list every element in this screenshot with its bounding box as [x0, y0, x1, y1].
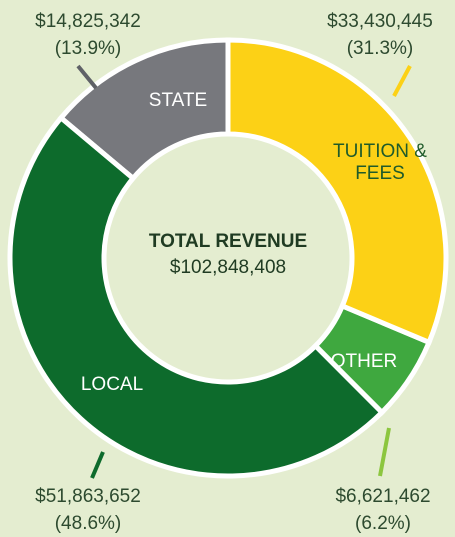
donut-segment — [225, 37, 449, 346]
leader-line — [76, 64, 98, 90]
percent-label: (31.3%) — [347, 38, 414, 59]
leader-line — [378, 427, 391, 477]
segment-label: LOCAL — [81, 374, 143, 395]
percent-label: (48.6%) — [55, 513, 122, 534]
segment-label: STATE — [149, 90, 207, 111]
percent-label: (6.2%) — [355, 513, 411, 534]
center-value: $102,848,408 — [170, 257, 286, 278]
segment-label: OTHER — [331, 351, 398, 372]
segment-label-box: TUITION & FEES — [333, 141, 427, 184]
value-label: $51,863,652 — [35, 486, 141, 507]
value-label: $6,621,462 — [335, 486, 430, 507]
value-label: $14,825,342 — [35, 11, 141, 32]
percent-label: (13.9%) — [55, 38, 122, 59]
center-title: TOTAL REVENUE — [149, 231, 307, 252]
segment-label: TUITION & FEES — [333, 141, 427, 184]
leader-line — [90, 451, 105, 479]
value-label: $33,430,445 — [327, 11, 433, 32]
leader-line — [392, 65, 412, 97]
donut-segment — [7, 114, 386, 479]
